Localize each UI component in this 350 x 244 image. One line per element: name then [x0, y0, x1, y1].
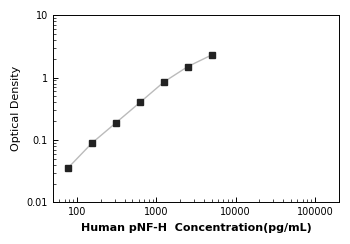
X-axis label: Human pNF-H  Concentration(pg/mL): Human pNF-H Concentration(pg/mL)	[80, 223, 311, 233]
Y-axis label: Optical Density: Optical Density	[11, 66, 21, 152]
